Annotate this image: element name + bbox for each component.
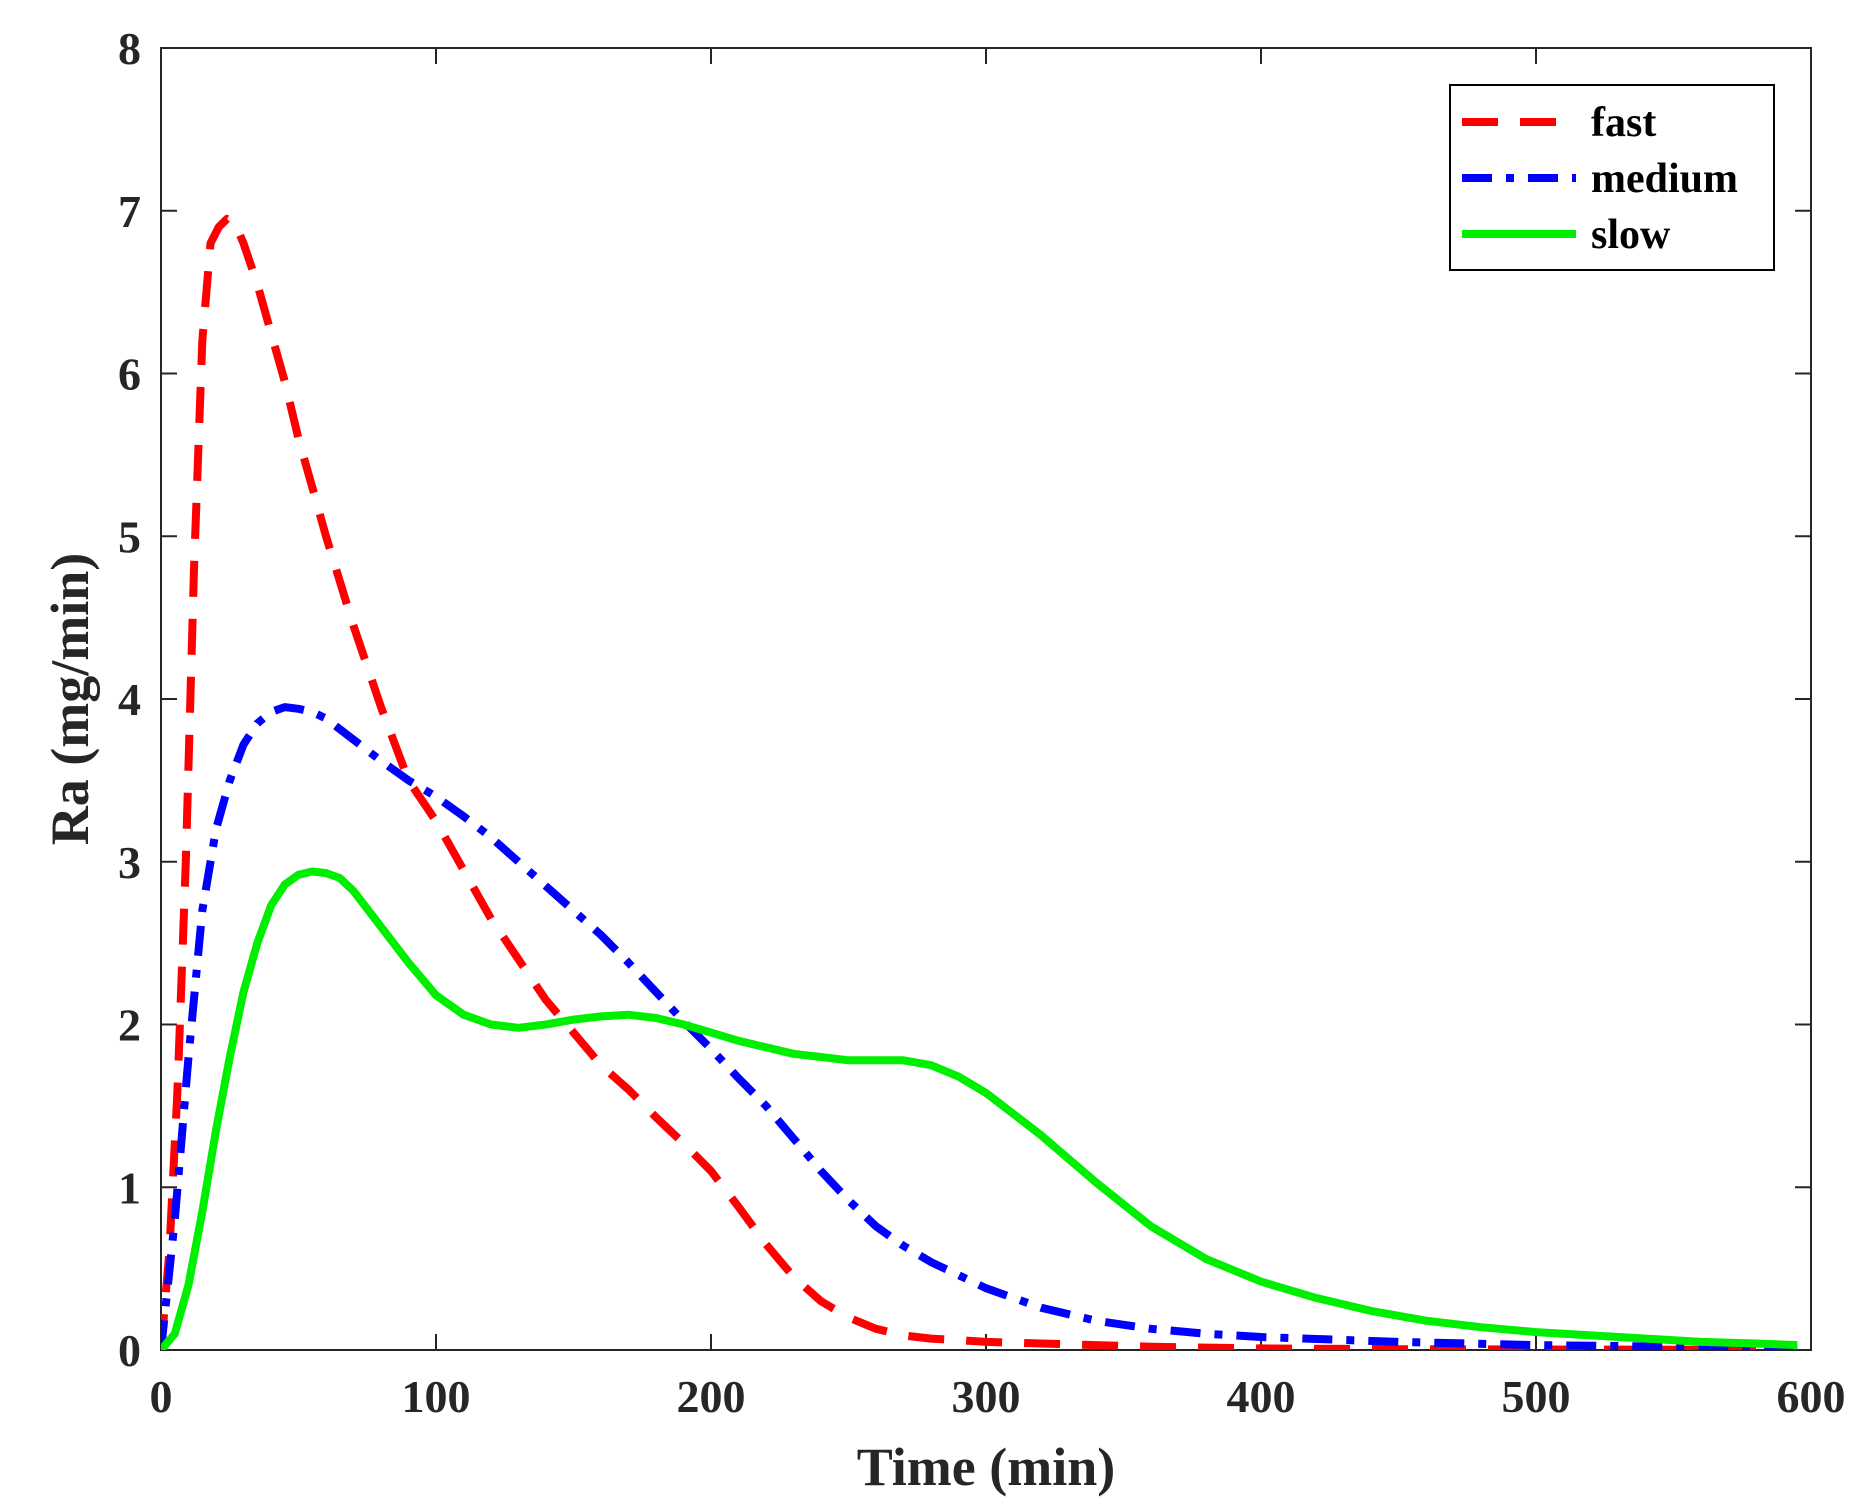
x-axis: 0 100 200 300 400 500 600 xyxy=(150,48,1846,1422)
y-tick-label: 4 xyxy=(118,674,141,725)
legend-label-slow: slow xyxy=(1591,212,1671,258)
x-tick-label: 600 xyxy=(1777,1371,1846,1422)
y-tick-label: 8 xyxy=(118,23,141,74)
x-tick-label: 0 xyxy=(150,1371,173,1422)
series-line-medium xyxy=(161,703,1798,1350)
y-tick-label: 6 xyxy=(118,349,141,400)
y-axis-title: Ra (mg/min) xyxy=(40,553,100,845)
x-tick-label: 100 xyxy=(402,1371,471,1422)
legend-label-medium: medium xyxy=(1591,156,1738,202)
legend: fast medium slow xyxy=(1449,84,1775,271)
legend-box xyxy=(1449,84,1775,271)
legend-label-fast: fast xyxy=(1591,100,1656,146)
y-tick-label: 7 xyxy=(118,186,141,237)
x-tick-label: 400 xyxy=(1227,1371,1296,1422)
series-line-fast xyxy=(161,214,1798,1350)
series-group xyxy=(161,214,1798,1350)
x-axis-title: Time (min) xyxy=(857,1437,1115,1497)
x-tick-label: 200 xyxy=(677,1371,746,1422)
y-tick-label: 5 xyxy=(118,511,141,562)
y-tick-label: 3 xyxy=(118,837,141,888)
y-tick-label: 2 xyxy=(118,1000,141,1051)
y-tick-label: 0 xyxy=(118,1325,141,1376)
y-axis: 0 1 2 3 4 5 6 7 8 xyxy=(118,23,1811,1376)
y-tick-label: 1 xyxy=(118,1162,141,1213)
series-line-slow xyxy=(161,867,1798,1350)
x-tick-label: 500 xyxy=(1502,1371,1571,1422)
x-tick-label: 300 xyxy=(952,1371,1021,1422)
